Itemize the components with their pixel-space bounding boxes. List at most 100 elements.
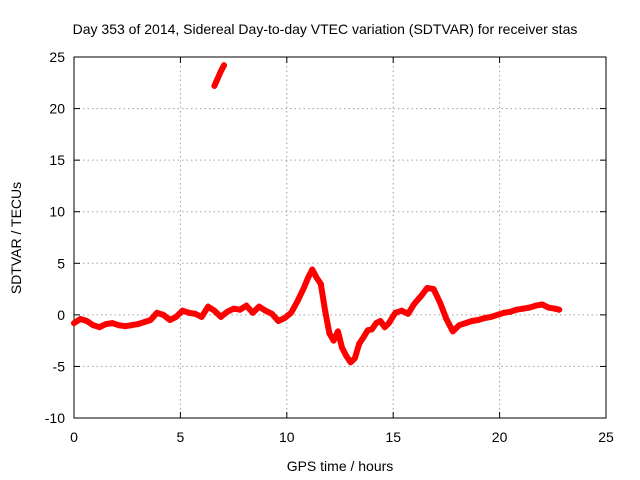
data-point <box>417 293 424 300</box>
x-tick-label: 10 <box>279 429 295 445</box>
data-point <box>275 318 282 325</box>
data-point <box>494 311 501 318</box>
data-point <box>83 318 90 325</box>
data-point <box>256 303 263 310</box>
data-point <box>224 308 231 315</box>
data-point <box>424 285 431 292</box>
data-point <box>368 326 375 333</box>
data-point <box>230 305 237 312</box>
data-point <box>205 303 212 310</box>
x-tick-label: 0 <box>70 429 78 445</box>
y-tick-label: -10 <box>45 410 65 426</box>
data-point <box>475 317 482 324</box>
y-tick-label: 25 <box>49 49 65 65</box>
data-point <box>109 320 116 327</box>
y-axis-label: SDTVAR / TECUs <box>8 182 24 294</box>
data-point <box>392 309 399 316</box>
data-point <box>462 320 469 327</box>
data-point <box>262 307 269 314</box>
data-point <box>317 280 324 287</box>
data-point <box>115 322 122 329</box>
data-point <box>398 307 405 314</box>
data-point <box>405 310 412 317</box>
data-point <box>305 274 312 281</box>
x-tick-label: 15 <box>385 429 401 445</box>
y-tick-label: 0 <box>57 307 65 323</box>
data-point <box>437 299 444 306</box>
data-point <box>236 306 243 313</box>
data-point <box>356 340 363 347</box>
data-point <box>539 301 546 308</box>
data-point <box>147 317 154 324</box>
x-axis-label: GPS time / hours <box>287 458 394 474</box>
data-point <box>221 62 228 69</box>
data-point <box>449 328 456 335</box>
data-point <box>160 311 167 318</box>
data-series <box>71 62 563 366</box>
data-point <box>488 313 495 320</box>
data-point <box>430 286 437 293</box>
y-tick-label: 15 <box>49 152 65 168</box>
data-point <box>249 309 256 316</box>
data-point <box>322 307 329 314</box>
data-point <box>526 304 533 311</box>
data-point <box>192 310 199 317</box>
data-point <box>513 306 520 313</box>
data-point <box>347 359 354 366</box>
axis-ticks: 0 5 10 15 20 25 -10 -5 0 5 10 15 20 25 <box>45 49 614 445</box>
data-point <box>481 314 488 321</box>
series-line <box>71 266 563 366</box>
data-point <box>153 309 160 316</box>
data-point <box>90 322 97 329</box>
data-point <box>351 355 358 362</box>
data-point <box>211 307 218 314</box>
data-point <box>217 68 224 75</box>
y-tick-label: 10 <box>49 204 65 220</box>
data-point <box>381 324 388 331</box>
data-point <box>507 308 514 315</box>
data-point <box>385 320 392 327</box>
data-point <box>294 298 301 305</box>
data-point <box>173 313 180 320</box>
data-point <box>198 313 205 320</box>
data-point <box>288 309 295 316</box>
series-line <box>211 62 227 89</box>
data-point <box>281 314 288 321</box>
data-point <box>456 322 463 329</box>
chart-title: Day 353 of 2014, Sidereal Day-to-day VTE… <box>73 21 578 37</box>
y-tick-label: -5 <box>53 358 66 374</box>
data-point <box>214 75 221 82</box>
data-point <box>377 318 384 325</box>
plot-frame <box>73 56 607 419</box>
grid <box>74 57 606 418</box>
data-point <box>313 274 320 281</box>
data-point <box>330 337 337 344</box>
data-point <box>211 82 218 89</box>
data-point <box>373 320 380 327</box>
data-point <box>411 300 418 307</box>
data-point <box>185 309 192 316</box>
y-tick-label: 5 <box>57 255 65 271</box>
data-point <box>141 319 148 326</box>
data-point <box>326 330 333 337</box>
x-tick-label: 5 <box>177 429 185 445</box>
data-point <box>128 322 135 329</box>
data-point <box>71 320 77 327</box>
data-point <box>360 334 367 341</box>
data-point <box>309 266 316 273</box>
data-point <box>179 307 186 314</box>
data-point <box>364 327 371 334</box>
data-point <box>334 328 341 335</box>
data-point <box>500 309 507 316</box>
data-point <box>556 306 563 313</box>
data-point <box>520 305 527 312</box>
data-point <box>343 353 350 360</box>
data-point <box>77 315 84 322</box>
data-point <box>96 324 103 331</box>
data-point <box>468 318 475 325</box>
x-tick-label: 20 <box>492 429 508 445</box>
data-point <box>443 315 450 322</box>
data-point <box>268 310 275 317</box>
data-point <box>243 302 250 309</box>
data-point <box>339 344 346 351</box>
